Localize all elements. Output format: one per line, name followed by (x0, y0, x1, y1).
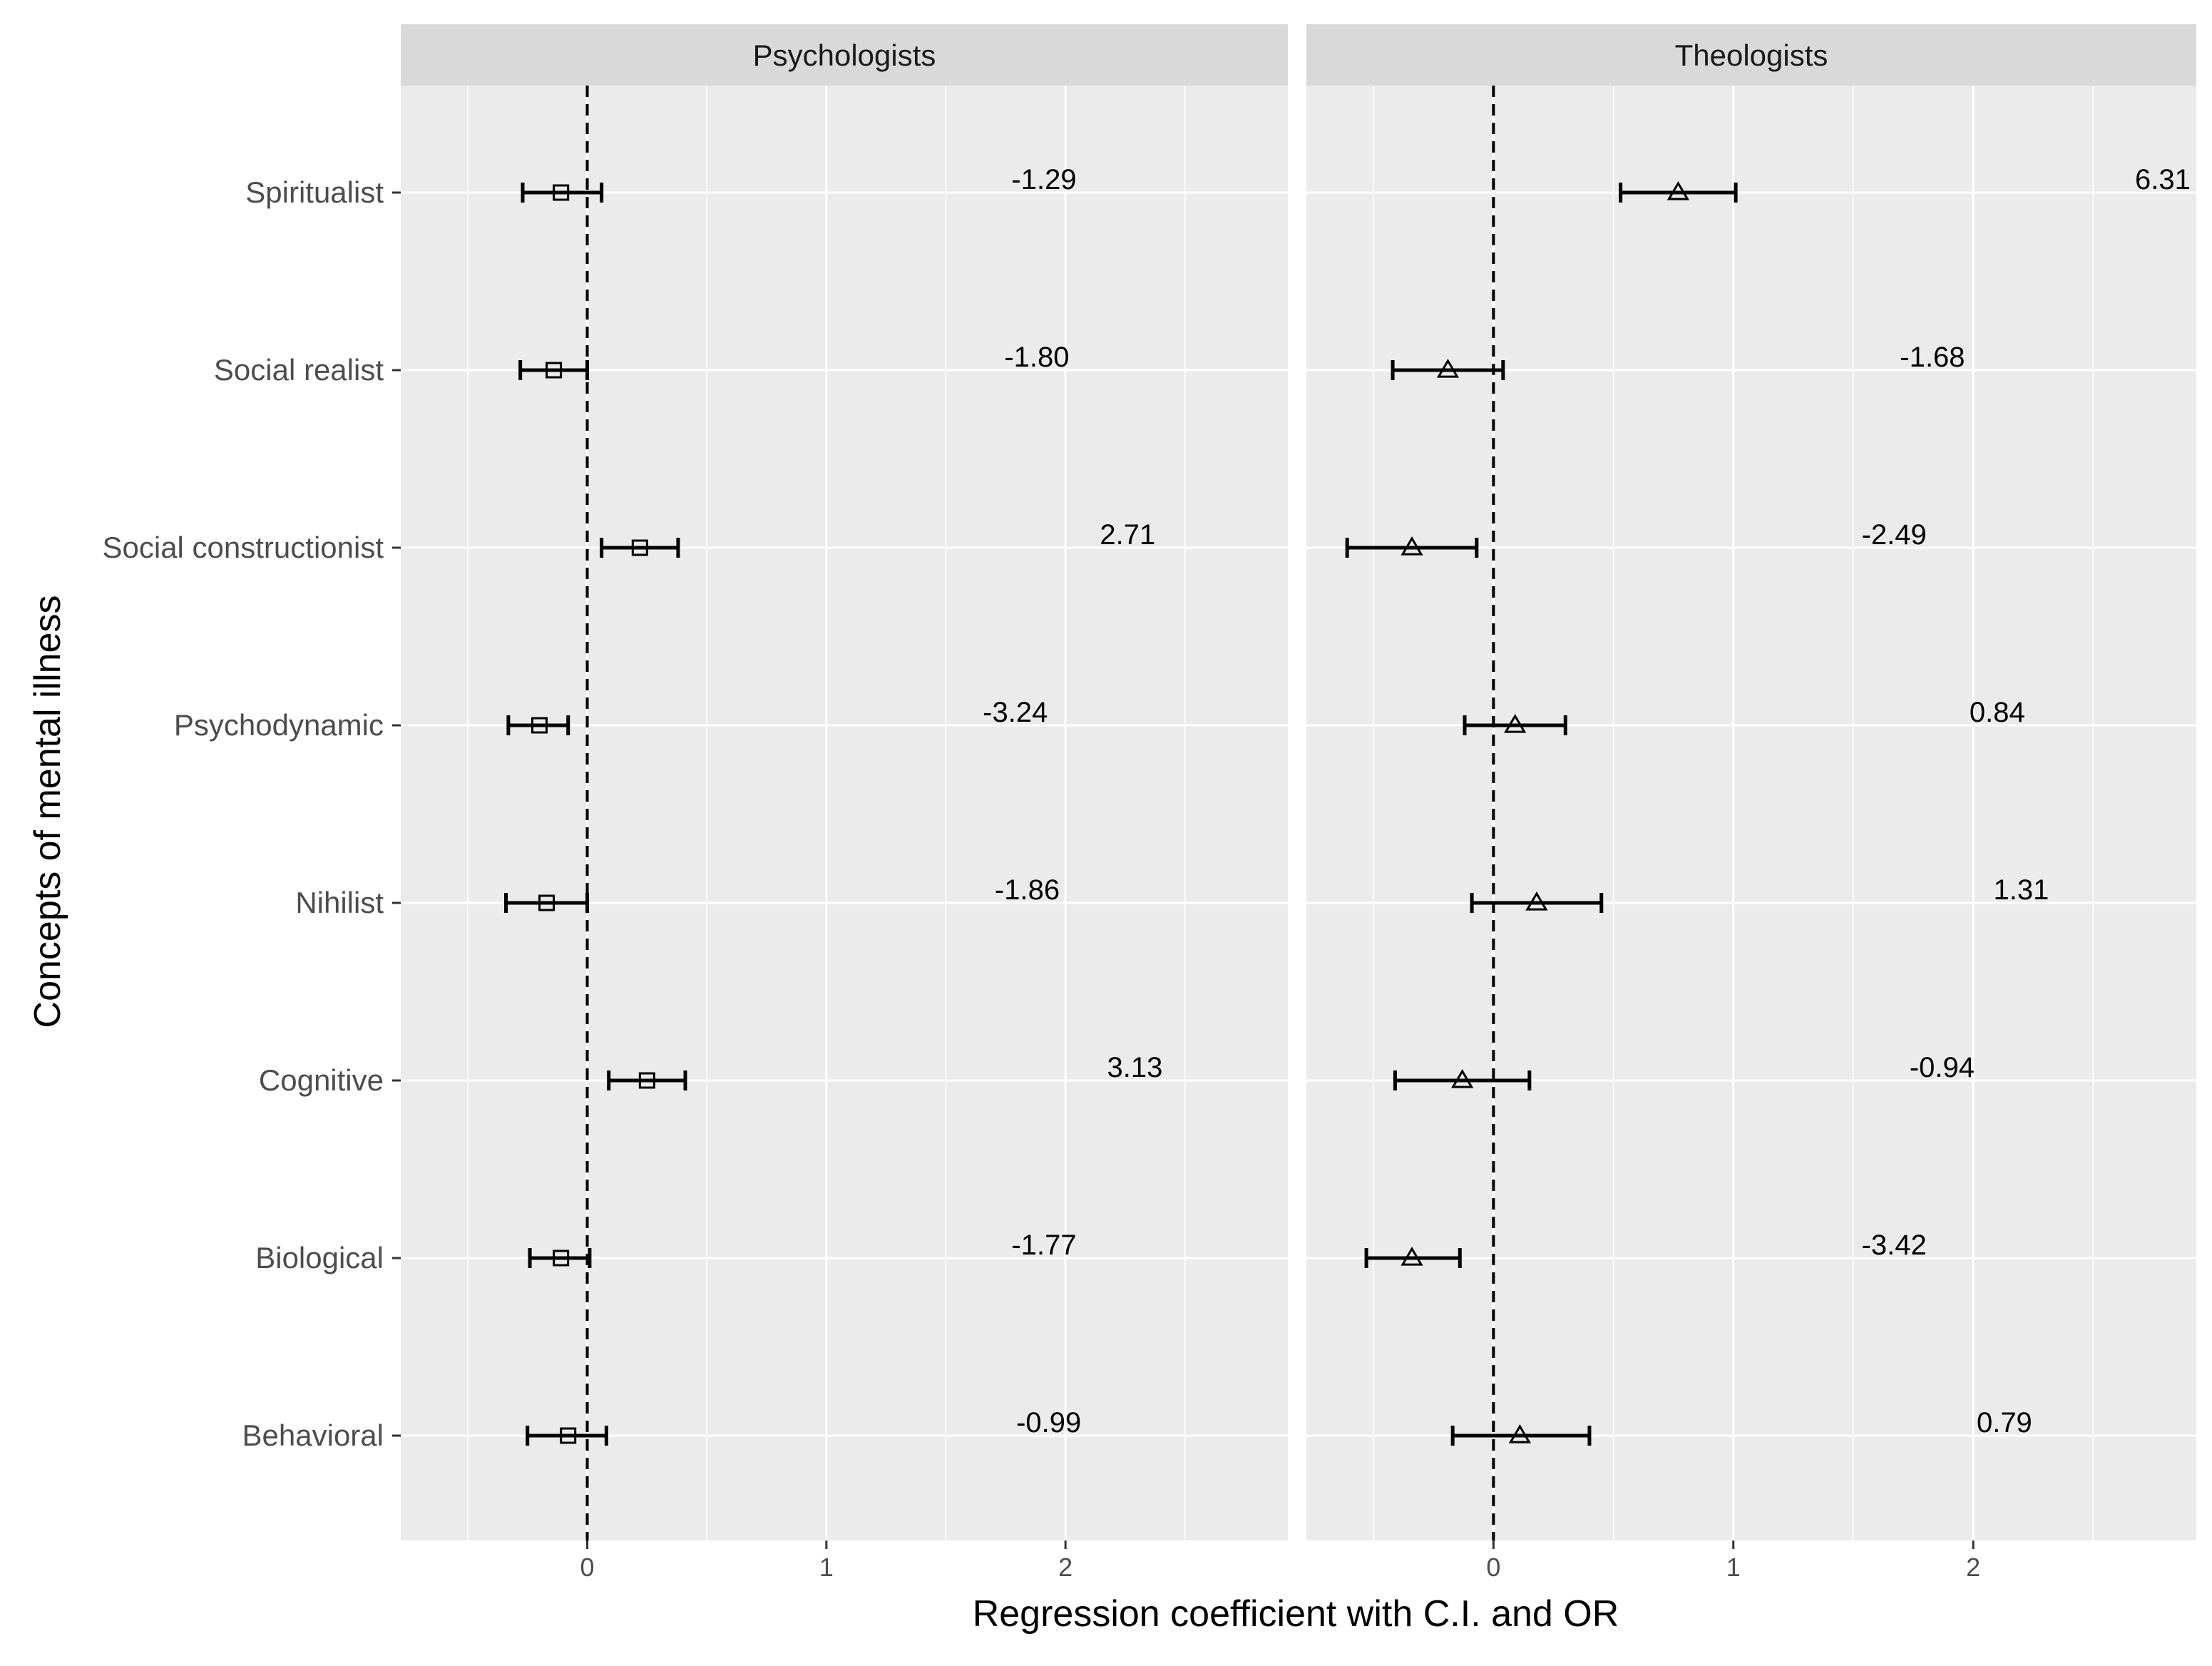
x-tick-label: 2 (1058, 1553, 1072, 1582)
or-label-theologists-social-realist: -1.68 (1900, 342, 1965, 373)
or-label-theologists-spiritualist: 6.31 (2135, 164, 2191, 195)
y-tick-label-psychodynamic: Psychodynamic (174, 708, 384, 742)
point-marker-triangle-theologists-social-realist (1436, 359, 1460, 378)
point-marker-square-psychologists-biological (553, 1250, 570, 1267)
y-tick-label-biological: Biological (255, 1241, 384, 1274)
or-label-theologists-cognitive: -0.94 (1910, 1052, 1975, 1083)
x-tick-label: 1 (819, 1553, 834, 1582)
or-label-psychologists-psychodynamic: -3.24 (983, 697, 1048, 728)
point-marker-square-psychologists-spiritualist (553, 184, 570, 201)
point-marker-square-psychologists-psychodynamic (531, 717, 548, 734)
point-marker-square-psychologists-behavioral (560, 1427, 577, 1444)
or-label-theologists-psychodynamic: 0.84 (1970, 697, 2025, 728)
y-tick-label-behavioral: Behavioral (242, 1419, 384, 1452)
panel-background-psychologists (401, 86, 1288, 1540)
y-tick-label-nihilist: Nihilist (295, 886, 384, 919)
y-tick-label-cognitive: Cognitive (259, 1063, 384, 1097)
y-axis-title: Concepts of mental illness (27, 596, 68, 1028)
or-label-psychologists-spiritualist: -1.29 (1011, 164, 1076, 195)
y-tick-label-social-realist: Social realist (214, 353, 384, 387)
or-label-theologists-behavioral: 0.79 (1977, 1407, 2032, 1438)
strip-psychologists (401, 24, 1288, 86)
point-marker-square-psychologists-social-constructionist (631, 539, 648, 556)
y-tick-label-spiritualist: Spiritualist (245, 175, 384, 209)
panels: Psychologists 0 1 2 -1.29 -1.80 2.71 -3.24 -1.86… (102, 24, 2196, 1582)
x-tick-label: 0 (580, 1553, 595, 1582)
or-label-psychologists-biological: -1.77 (1011, 1230, 1076, 1261)
x-axis-title: Regression coefficient with C.I. and OR (973, 1593, 1619, 1635)
or-label-psychologists-cognitive: 3.13 (1107, 1052, 1162, 1083)
x-tick-label: 1 (1726, 1553, 1741, 1582)
or-label-psychologists-social-constructionist: 2.71 (1100, 519, 1155, 551)
or-label-psychologists-behavioral: -0.99 (1016, 1407, 1081, 1438)
strip-theologists (1306, 24, 2196, 86)
or-label-theologists-nihilist: 1.31 (1994, 874, 2049, 906)
point-marker-triangle-theologists-biological (1401, 1247, 1423, 1266)
point-marker-square-psychologists-cognitive (638, 1072, 655, 1089)
strip-label-theologists: Theologists (1675, 39, 1828, 72)
x-tick-label: 0 (1486, 1553, 1500, 1582)
y-tick-label-social-constructionist: Social constructionist (102, 531, 384, 564)
or-label-psychologists-social-realist: -1.80 (1004, 342, 1069, 373)
point-marker-triangle-theologists-social-constructionist (1401, 536, 1423, 556)
or-label-psychologists-nihilist: -1.86 (995, 874, 1060, 906)
panel-background-theologists (1306, 86, 2196, 1540)
point-marker-square-psychologists-nihilist (538, 894, 555, 911)
point-marker-triangle-theologists-nihilist (1525, 891, 1548, 911)
point-marker-triangle-theologists-cognitive (1451, 1069, 1474, 1088)
point-marker-triangle-theologists-spiritualist (1666, 181, 1690, 200)
point-marker-triangle-theologists-behavioral (1508, 1424, 1532, 1443)
point-marker-square-psychologists-social-realist (546, 362, 563, 379)
point-marker-triangle-theologists-psychodynamic (1504, 714, 1527, 733)
strip-label-psychologists: Psychologists (753, 39, 936, 72)
or-label-theologists-biological: -3.42 (1862, 1230, 1927, 1261)
x-tick-label: 2 (1966, 1553, 1980, 1582)
or-label-theologists-social-constructionist: -2.49 (1862, 519, 1927, 551)
